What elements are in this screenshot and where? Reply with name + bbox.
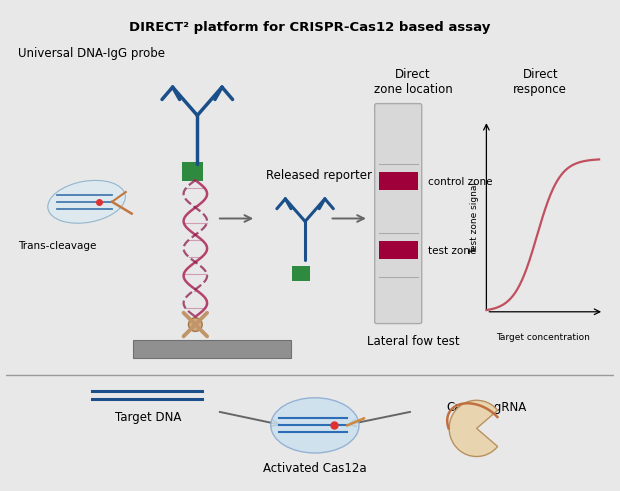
Text: Direct
responce: Direct responce <box>513 68 567 96</box>
FancyBboxPatch shape <box>379 241 418 259</box>
Text: DIRECT² platform for CRISPR-Cas12 based assay: DIRECT² platform for CRISPR-Cas12 based … <box>130 21 490 34</box>
FancyBboxPatch shape <box>293 266 310 281</box>
FancyBboxPatch shape <box>374 104 422 324</box>
Text: Target concentration: Target concentration <box>496 333 590 342</box>
Text: Cas12a:gRNA: Cas12a:gRNA <box>446 401 526 414</box>
Text: Trans-cleavage: Trans-cleavage <box>18 241 96 251</box>
Text: control zone: control zone <box>428 177 492 187</box>
Ellipse shape <box>271 398 359 453</box>
Ellipse shape <box>48 180 125 223</box>
Text: Released reporter: Released reporter <box>266 169 372 182</box>
Text: Activated Cas12a: Activated Cas12a <box>263 462 366 474</box>
FancyBboxPatch shape <box>182 162 203 181</box>
Text: Target DNA: Target DNA <box>115 411 182 424</box>
Text: Universal DNA-IgG probe: Universal DNA-IgG probe <box>18 47 165 59</box>
Text: Direct
zone location: Direct zone location <box>373 68 452 96</box>
Wedge shape <box>449 400 498 457</box>
Text: Test zone signal: Test zone signal <box>470 183 479 254</box>
Circle shape <box>188 318 202 331</box>
Text: test zone: test zone <box>428 246 476 256</box>
FancyBboxPatch shape <box>379 172 418 190</box>
FancyBboxPatch shape <box>133 340 291 358</box>
Text: Lateral fow test: Lateral fow test <box>366 335 459 348</box>
